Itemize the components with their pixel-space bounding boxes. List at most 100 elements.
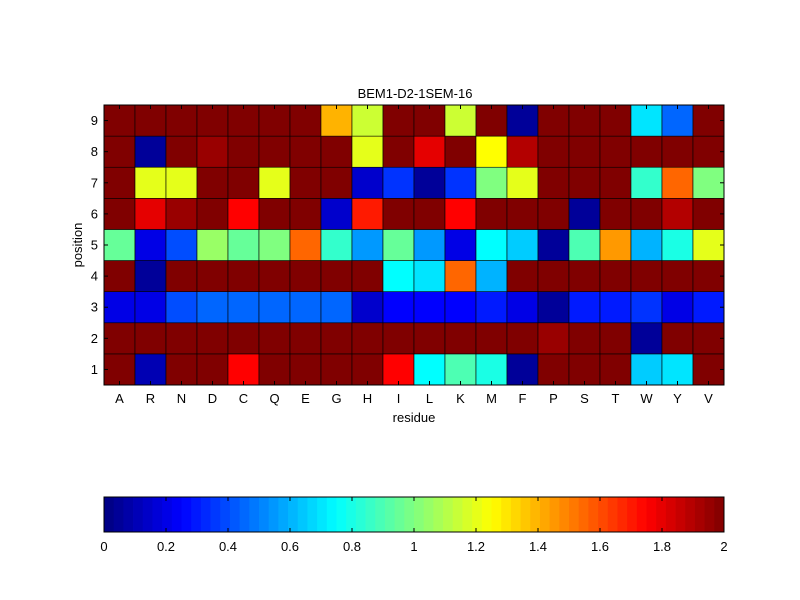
- colorbar-swatch: [191, 497, 202, 532]
- heatmap-cell-H-7: [351, 166, 384, 199]
- heatmap-cell-N-4: [165, 260, 198, 292]
- colorbar-swatch: [636, 497, 647, 532]
- colorbar-swatch: [559, 497, 570, 532]
- heatmap-cell-G-5: [320, 229, 353, 261]
- heatmap-cell-E-7: [289, 166, 322, 199]
- heatmap-cell-M-6: [475, 198, 508, 230]
- heatmap-cell-S-8: [568, 135, 601, 168]
- colorbar-swatch: [665, 497, 676, 532]
- y-tick-label: 6: [91, 206, 98, 221]
- colorbar-tick-label: 1.6: [591, 539, 609, 554]
- colorbar-swatch: [694, 497, 706, 532]
- colorbar-swatch: [200, 497, 211, 532]
- heatmap-cell-C-1: [227, 353, 260, 386]
- x-tick-label: R: [146, 391, 155, 406]
- heatmap-cell-K-8: [444, 135, 477, 168]
- heatmap-cell-Y-1: [661, 353, 694, 386]
- colorbar-swatch: [210, 497, 221, 532]
- heatmap-cell-H-5: [351, 229, 384, 261]
- heatmap-cell-T-1: [599, 353, 632, 386]
- colorbar-tick-label: 1.8: [653, 539, 671, 554]
- heatmap-cell-Y-6: [661, 198, 694, 230]
- heatmap-cell-Y-7: [661, 166, 694, 199]
- colorbar-tick-label: 1.4: [529, 539, 547, 554]
- heatmap-cell-W-5: [630, 229, 663, 261]
- heatmap-cell-K-4: [444, 260, 477, 292]
- heatmap-cell-W-3: [630, 291, 663, 324]
- colorbar-swatch: [375, 497, 386, 532]
- heatmap-cell-R-2: [134, 322, 167, 355]
- colorbar-swatch: [346, 497, 357, 532]
- colorbar-swatch: [607, 497, 618, 532]
- colorbar-swatch: [452, 497, 463, 532]
- colorbar-swatch: [307, 497, 318, 532]
- heatmap-cell-I-2: [382, 322, 415, 355]
- heatmap-cell-V-9: [692, 104, 725, 137]
- heatmap-cell-T-6: [599, 198, 632, 230]
- heatmap-cell-I-8: [382, 135, 415, 168]
- heatmap-cell-F-6: [506, 198, 539, 230]
- colorbar-swatch: [336, 497, 347, 532]
- heatmap-cell-G-9: [320, 104, 353, 137]
- colorbar-tick-label: 0.6: [281, 539, 299, 554]
- heatmap-cell-R-9: [134, 104, 167, 137]
- heatmap-cell-R-6: [134, 198, 167, 230]
- colorbar-swatch: [530, 497, 541, 532]
- heatmap-cell-W-2: [630, 322, 663, 355]
- x-tick-label: S: [580, 391, 589, 406]
- heatmap-cell-T-2: [599, 322, 632, 355]
- colorbar-swatch: [675, 497, 686, 532]
- heatmap-cell-S-6: [568, 198, 601, 230]
- colorbar-tick-label: 0.8: [343, 539, 361, 554]
- heatmap-cell-N-7: [165, 166, 198, 199]
- heatmap-cell-S-5: [568, 229, 601, 261]
- heatmap-cell-D-4: [196, 260, 229, 292]
- colorbar-swatch: [617, 497, 628, 532]
- y-tick-label: 4: [91, 269, 98, 284]
- heatmap-cell-M-3: [475, 291, 508, 324]
- x-tick-label: Q: [269, 391, 279, 406]
- colorbar-swatch: [249, 497, 260, 532]
- x-tick-label: T: [612, 391, 620, 406]
- heatmap-cell-A-4: [103, 260, 136, 292]
- x-tick-label: D: [208, 391, 217, 406]
- colorbar-swatch: [278, 497, 289, 532]
- heatmap-cell-P-1: [537, 353, 570, 386]
- heatmap-cell-L-3: [413, 291, 446, 324]
- heatmap-cell-C-4: [227, 260, 260, 292]
- heatmap-cell-R-7: [134, 166, 167, 199]
- heatmap-cell-G-3: [320, 291, 353, 324]
- heatmap-cell-R-8: [134, 135, 167, 168]
- colorbar-swatch: [162, 497, 173, 532]
- colorbar-swatch: [133, 497, 144, 532]
- heatmap-cell-Q-8: [258, 135, 291, 168]
- heatmap-cell-I-4: [382, 260, 415, 292]
- colorbar-swatch: [365, 497, 376, 532]
- heatmap-cell-M-5: [475, 229, 508, 261]
- heatmap-cell-N-6: [165, 198, 198, 230]
- heatmap-cell-D-6: [196, 198, 229, 230]
- y-tick-label: 9: [91, 113, 98, 128]
- colorbar-swatch: [317, 497, 328, 532]
- heatmap-cell-R-1: [134, 353, 167, 386]
- y-tick-labels: 1 2 3 4 5 6 7 8 9: [91, 113, 724, 377]
- heatmap-cell-M-7: [475, 166, 508, 199]
- y-tick-label: 3: [91, 300, 98, 315]
- x-tick-label: G: [331, 391, 341, 406]
- heatmap-cell-F-1: [506, 353, 539, 386]
- y-tick-label: 2: [91, 331, 98, 346]
- colorbar-tick-labels: 0 0.2 0.4 0.6 0.8 1 1.2 1.4 1.6 1.8 2: [100, 497, 728, 554]
- heatmap-cell-E-6: [289, 198, 322, 230]
- heatmap-cell-F-2: [506, 322, 539, 355]
- colorbar-swatch: [113, 497, 124, 532]
- heatmap-cell-E-4: [289, 260, 322, 292]
- heatmap-cell-H-1: [351, 353, 384, 386]
- colorbar-swatch: [239, 497, 250, 532]
- colorbar-swatch: [414, 497, 425, 532]
- heatmap-cell-T-3: [599, 291, 632, 324]
- heatmap-cell-A-9: [103, 104, 136, 137]
- heatmap-cell-T-8: [599, 135, 632, 168]
- colorbar-swatch: [627, 497, 638, 532]
- heatmap-cell-W-7: [630, 166, 663, 199]
- heatmap-cell-Y-2: [661, 322, 694, 355]
